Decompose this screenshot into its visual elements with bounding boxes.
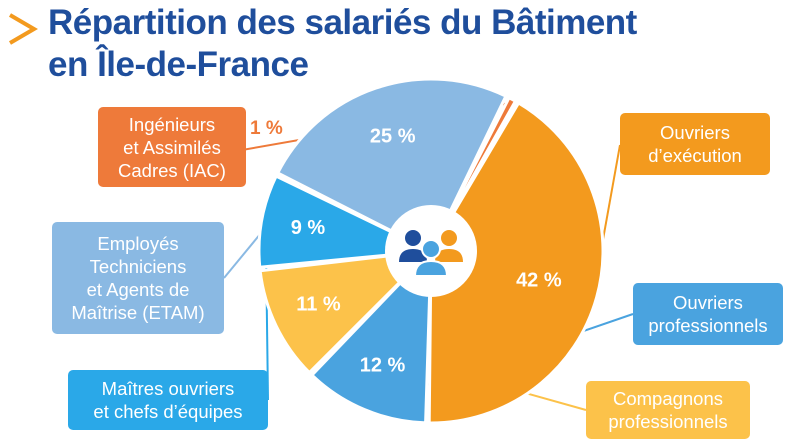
label-compagnons-professionnels: Compagnons professionnels — [586, 381, 750, 439]
pct-compagnons: 11 % — [296, 294, 341, 316]
label-ouvriers-execution: Ouvriers d’exécution — [620, 113, 770, 175]
pct-ouvriers-execution: 42 % — [516, 269, 562, 291]
pct-maitres: 9 % — [291, 217, 326, 239]
page-title: Répartition des salariés du Bâtiment en … — [48, 2, 637, 86]
pct-ouvriers-professionnels: 12 % — [360, 355, 406, 377]
label-ouvriers-professionnels: Ouvriers professionnels — [633, 283, 783, 345]
title-line-1: Répartition des salariés du Bâtiment — [48, 3, 637, 42]
title-line-2: en Île-de-France — [48, 45, 309, 84]
slice-etam — [275, 77, 508, 254]
slice-ouvriers-execution — [427, 100, 605, 425]
label-maitres-ouvriers: Maîtres ouvriers et chefs d’équipes — [68, 370, 268, 430]
slice-ouvriers-professionnels — [309, 247, 433, 425]
slice-percent-labels: 42 % 12 % 11 % 9 % 25 % — [291, 126, 562, 377]
pct-etam: 25 % — [370, 126, 416, 148]
center-badge — [385, 205, 477, 297]
label-iac: Ingénieurs et Assimilés Cadres (IAC) — [98, 107, 246, 187]
slice-compagnons — [258, 249, 436, 375]
label-iac-percent: 1 % — [250, 118, 283, 139]
people-group-icon — [399, 230, 463, 277]
label-etam: Employés Techniciens et Agents de Maîtri… — [52, 222, 224, 334]
triangle-arrow-icon — [8, 13, 38, 45]
